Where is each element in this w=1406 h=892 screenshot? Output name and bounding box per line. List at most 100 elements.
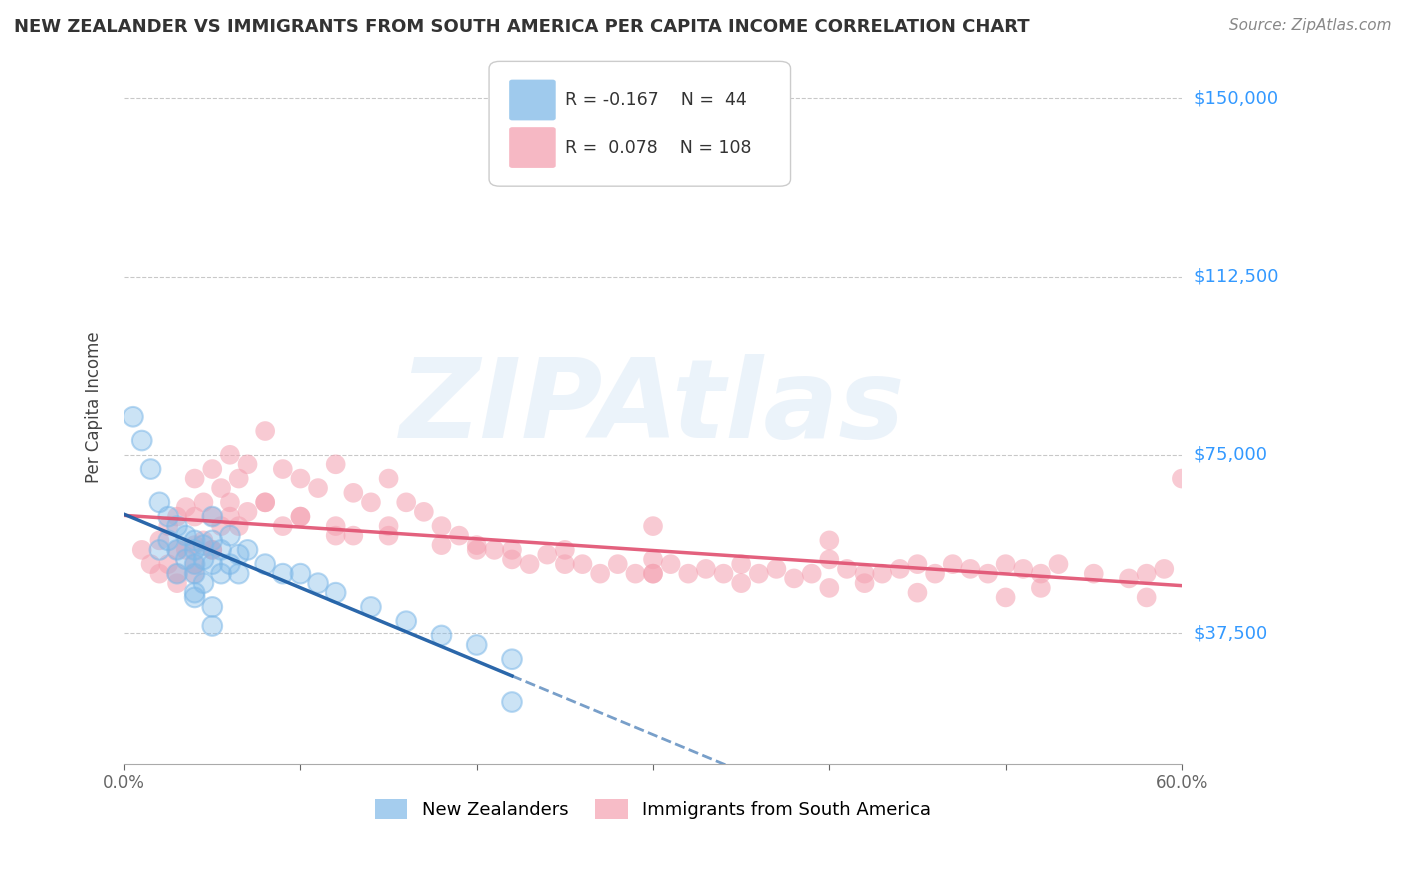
Point xyxy=(174,542,197,557)
Point xyxy=(942,557,965,571)
Point xyxy=(193,552,215,566)
Point xyxy=(183,472,205,486)
Point xyxy=(183,591,205,605)
Text: $37,500: $37,500 xyxy=(1194,624,1267,642)
Point xyxy=(730,576,752,591)
Point xyxy=(228,519,250,533)
Point xyxy=(201,509,224,524)
Point xyxy=(290,509,312,524)
Point xyxy=(148,542,170,557)
Point xyxy=(201,599,224,614)
Point xyxy=(501,695,523,709)
Point xyxy=(183,509,205,524)
Point xyxy=(122,409,145,424)
Point xyxy=(589,566,612,581)
Point xyxy=(209,542,232,557)
Point xyxy=(166,519,188,533)
Point xyxy=(395,614,418,628)
Point xyxy=(254,557,277,571)
Point xyxy=(325,528,347,542)
Point xyxy=(360,495,382,509)
Point xyxy=(713,566,735,581)
Point xyxy=(157,509,180,524)
Point xyxy=(484,542,506,557)
Point xyxy=(783,571,806,585)
Point xyxy=(695,562,717,576)
Point xyxy=(907,585,929,599)
Point xyxy=(131,434,153,448)
Point xyxy=(254,495,277,509)
Point xyxy=(166,542,188,557)
Point xyxy=(430,628,453,642)
Point xyxy=(748,566,770,581)
Point xyxy=(201,533,224,548)
Point xyxy=(183,557,205,571)
Point xyxy=(1047,557,1070,571)
Point xyxy=(236,505,259,519)
Point xyxy=(342,485,364,500)
Point xyxy=(377,528,399,542)
Point xyxy=(659,557,682,571)
Point xyxy=(730,557,752,571)
Point xyxy=(254,495,277,509)
Point xyxy=(271,566,294,581)
Point xyxy=(641,566,664,581)
Point xyxy=(1136,591,1159,605)
Text: R = -0.167    N =  44: R = -0.167 N = 44 xyxy=(565,91,747,109)
Point xyxy=(166,566,188,581)
Point xyxy=(1029,566,1052,581)
Point xyxy=(678,566,700,581)
Point xyxy=(554,542,576,557)
Point xyxy=(571,557,593,571)
Point xyxy=(193,552,215,566)
Point xyxy=(148,495,170,509)
Point xyxy=(148,533,170,548)
Point xyxy=(307,576,329,591)
Point xyxy=(131,542,153,557)
Point xyxy=(201,619,224,633)
Point xyxy=(166,566,188,581)
Point xyxy=(183,591,205,605)
Point xyxy=(325,458,347,472)
Point xyxy=(959,562,981,576)
Point xyxy=(430,628,453,642)
Point xyxy=(183,557,205,571)
Point xyxy=(465,638,488,652)
Point xyxy=(800,566,823,581)
Point xyxy=(1083,566,1105,581)
Point xyxy=(1136,566,1159,581)
Point xyxy=(183,566,205,581)
Point xyxy=(554,557,576,571)
Point xyxy=(193,495,215,509)
Point xyxy=(395,614,418,628)
Point xyxy=(325,585,347,599)
Point xyxy=(131,434,153,448)
Point xyxy=(201,462,224,476)
Point xyxy=(166,542,188,557)
Point xyxy=(139,557,162,571)
Point xyxy=(325,585,347,599)
Point xyxy=(835,562,858,576)
Point xyxy=(536,548,558,562)
Point xyxy=(157,509,180,524)
Point xyxy=(201,542,224,557)
Point xyxy=(148,495,170,509)
Point xyxy=(193,538,215,552)
Point xyxy=(209,566,232,581)
Point xyxy=(818,533,841,548)
Point xyxy=(641,552,664,566)
Point xyxy=(157,519,180,533)
Point xyxy=(271,566,294,581)
Point xyxy=(501,542,523,557)
Point xyxy=(183,585,205,599)
Point xyxy=(166,542,188,557)
Point xyxy=(174,500,197,514)
Text: ZIPAtlas: ZIPAtlas xyxy=(401,354,905,461)
Point xyxy=(183,533,205,548)
Point xyxy=(907,557,929,571)
Point xyxy=(183,566,205,581)
Point xyxy=(924,566,946,581)
Legend: New Zealanders, Immigrants from South America: New Zealanders, Immigrants from South Am… xyxy=(367,792,939,826)
Point xyxy=(139,462,162,476)
Point xyxy=(765,562,787,576)
